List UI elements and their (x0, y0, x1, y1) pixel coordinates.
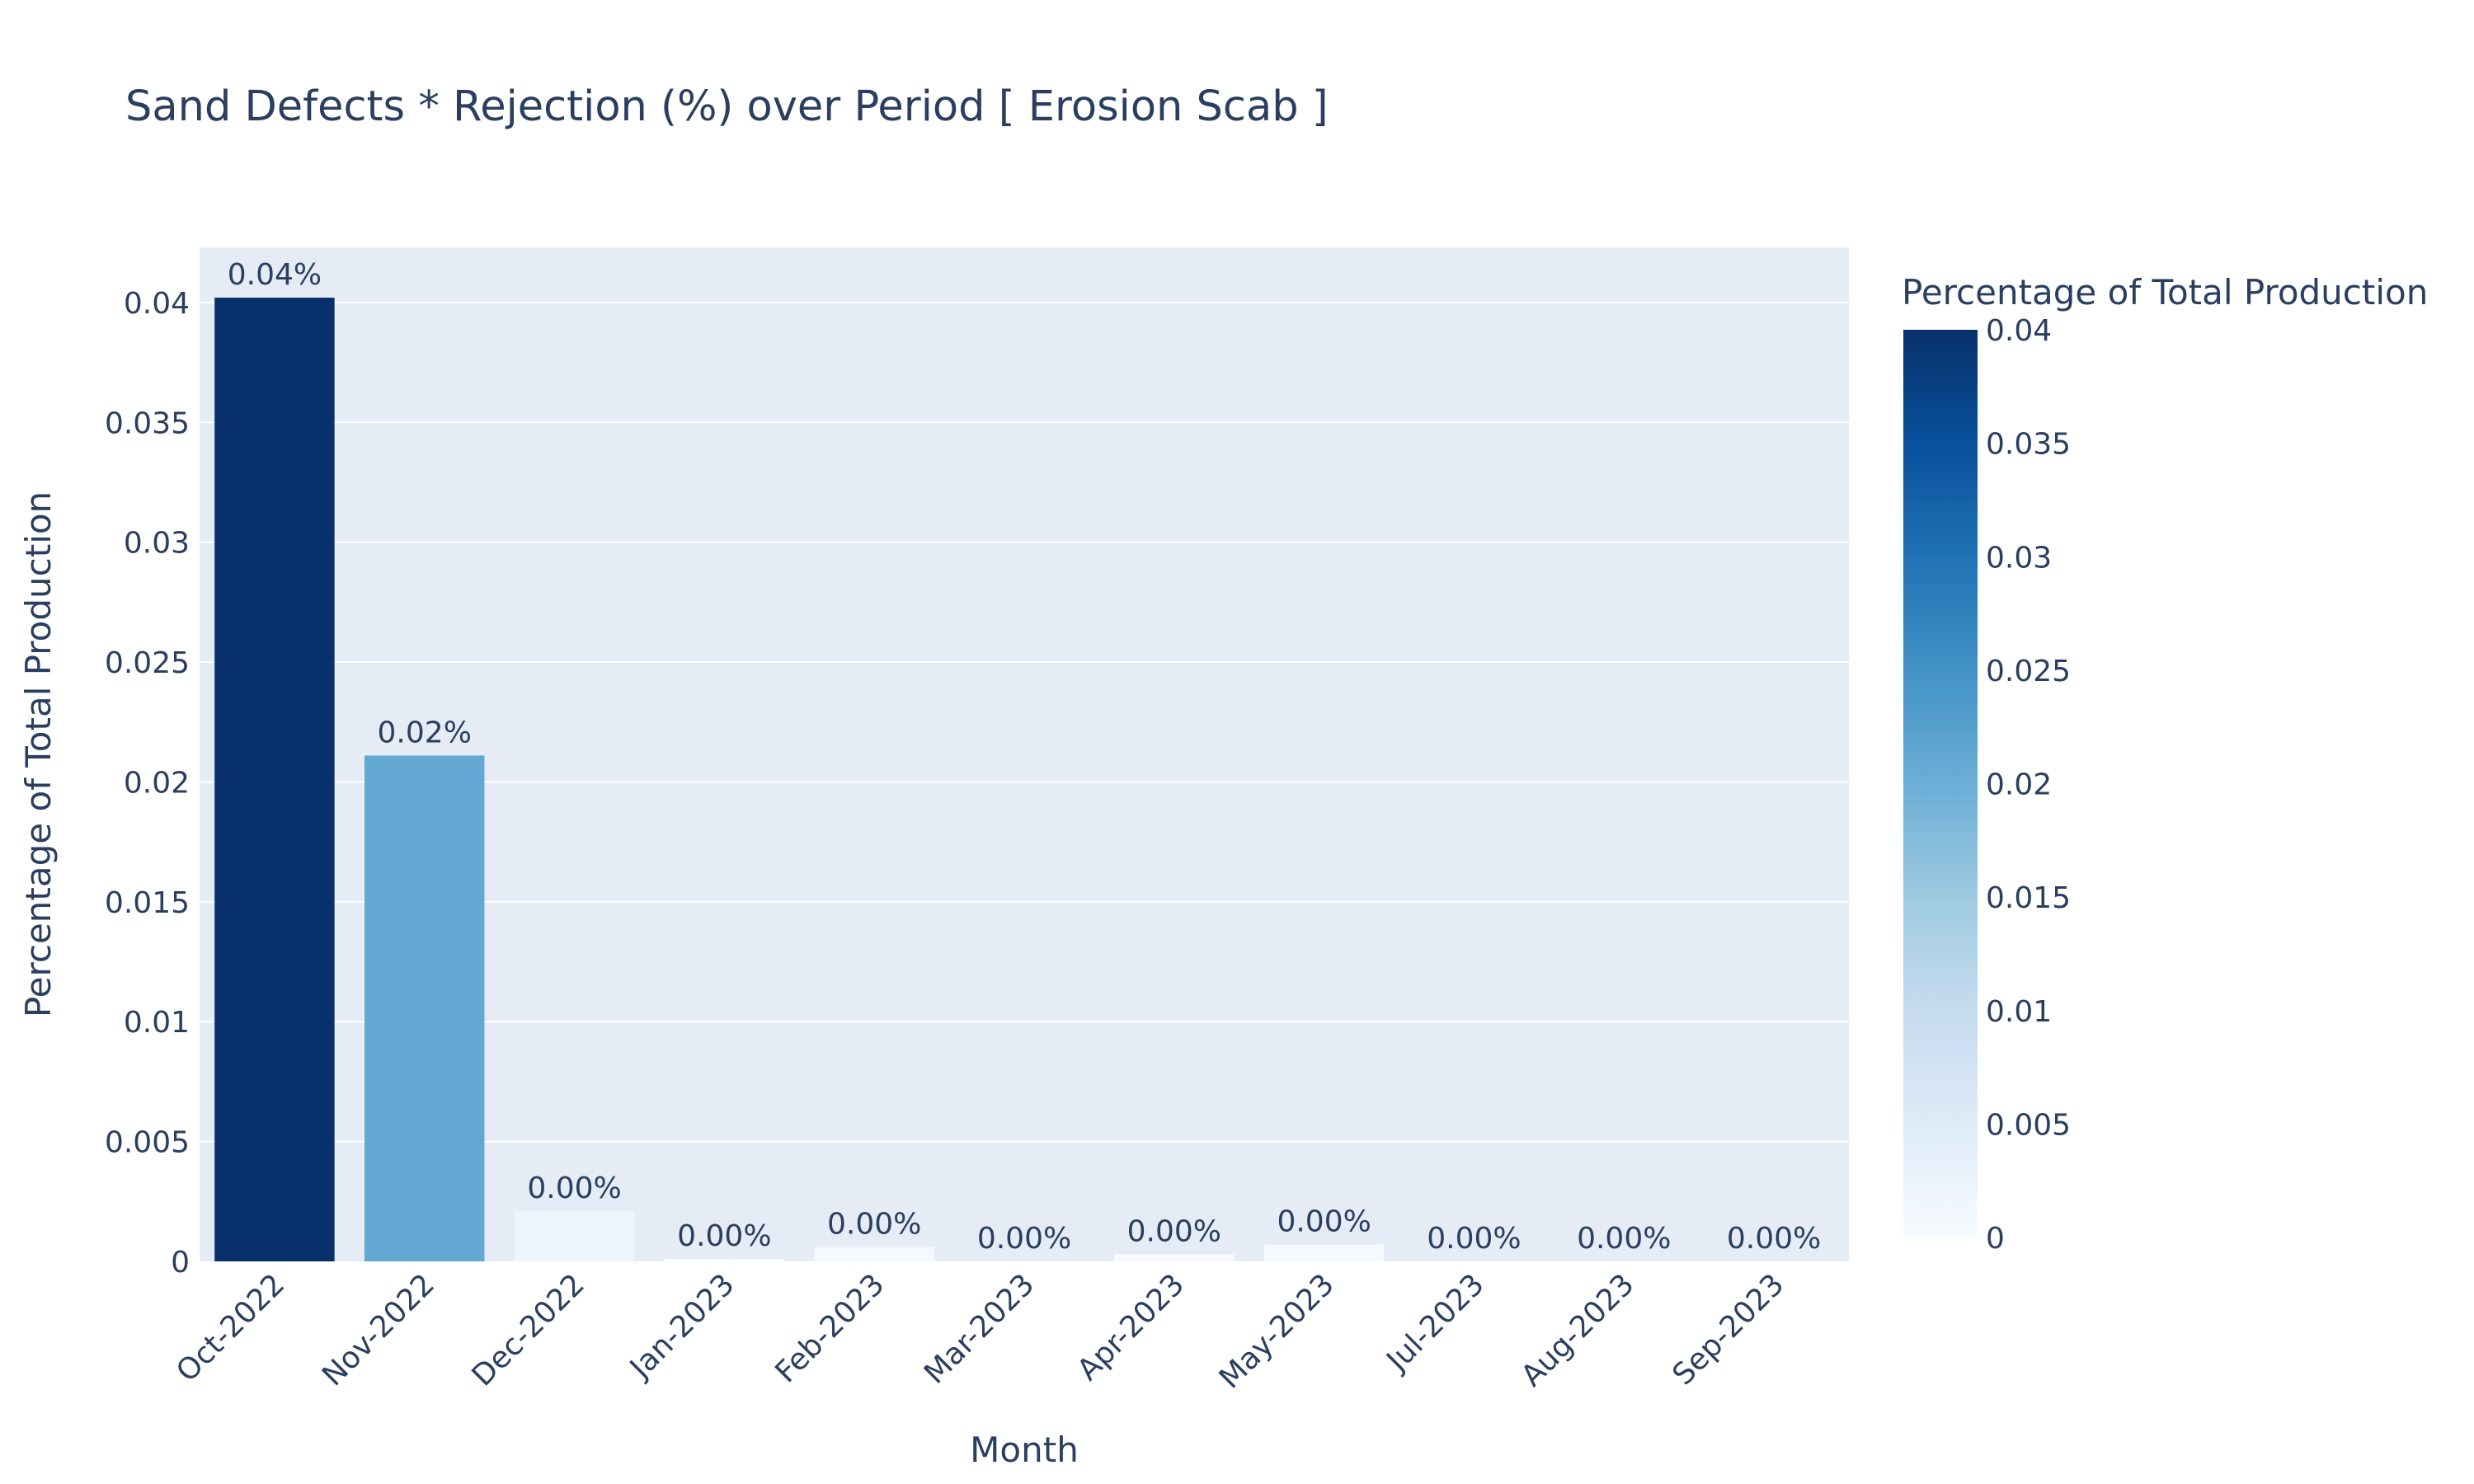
bar-data-label: 0.00% (977, 1222, 1071, 1256)
y-tick-label: 0.015 (105, 886, 190, 920)
bar-data-label: 0.00% (677, 1219, 771, 1253)
bar-data-labels: 0.04% 0.02% 0.00% 0.00% 0.00% 0.00% 0.00% 0.00%… (228, 258, 1822, 1256)
colorbar-title: Percentage of Total Production (1902, 272, 2429, 312)
colorbar-tick-label: 0.015 (1986, 881, 2071, 915)
x-tick-label: Nov-2022 (316, 1267, 441, 1392)
colorbar-tick-label: 0.025 (1986, 655, 2071, 688)
x-axis-ticks: Oct-2022 Nov-2022 Dec-2022 Jan-2023 Feb-2023… (170, 1267, 1790, 1395)
x-tick-label: Mar-2023 (918, 1267, 1041, 1390)
x-tick-label: Apr-2023 (1071, 1267, 1191, 1387)
y-tick-label: 0.02 (124, 766, 190, 800)
y-axis-ticks: 0 0.005 0.01 0.015 0.02 0.025 0.03 0.035 0.04 (105, 287, 190, 1280)
x-tick-label: Oct-2022 (170, 1267, 291, 1388)
colorbar-tick-label: 0.04 (1986, 314, 2052, 348)
bars (214, 298, 1385, 1261)
bar[interactable] (1114, 1254, 1235, 1261)
bar-data-label: 0.00% (527, 1172, 621, 1205)
bar-data-label: 0.02% (378, 716, 472, 749)
bar[interactable] (365, 755, 485, 1261)
bar-data-label: 0.00% (1427, 1222, 1521, 1256)
bar[interactable] (214, 298, 335, 1261)
colorbar-ticks: 0 0.005 0.01 0.015 0.02 0.025 0.03 0.035 0.04 (1986, 314, 2071, 1256)
bar[interactable] (814, 1247, 934, 1261)
x-tick-label: Jul-2023 (1380, 1267, 1491, 1378)
bar-data-label: 0.00% (1727, 1222, 1821, 1256)
colorbar-tick-label: 0.035 (1986, 428, 2071, 462)
y-tick-label: 0.04 (124, 287, 190, 321)
x-tick-label: Feb-2023 (769, 1267, 891, 1389)
y-tick-label: 0.01 (124, 1006, 190, 1040)
bar[interactable] (664, 1259, 785, 1261)
colorbar-tick-label: 0.01 (1986, 995, 2052, 1029)
bar-data-label: 0.00% (1577, 1222, 1671, 1256)
x-tick-label: May-2023 (1213, 1267, 1341, 1395)
y-tick-label: 0.005 (105, 1126, 190, 1160)
bar[interactable] (1263, 1244, 1385, 1261)
y-axis-title: Percentage of Total Production (18, 491, 59, 1017)
bar[interactable] (514, 1210, 635, 1261)
x-tick-label: Jan-2023 (623, 1267, 741, 1386)
chart-title: Sand Defects * Rejection (%) over Period… (125, 82, 1329, 131)
bar-data-label: 0.00% (1277, 1205, 1371, 1239)
x-tick-label: Aug-2023 (1515, 1267, 1641, 1393)
x-tick-label: Dec-2022 (466, 1267, 591, 1392)
colorbar-tick-label: 0.005 (1986, 1108, 2071, 1142)
colorbar-tick-label: 0 (1986, 1222, 2005, 1256)
colorbar-tick-label: 0.03 (1986, 541, 2052, 575)
x-axis-title: Month (970, 1430, 1079, 1470)
bar-data-label: 0.00% (1127, 1214, 1221, 1248)
bar-data-label: 0.04% (228, 258, 322, 292)
y-tick-label: 0 (171, 1246, 190, 1280)
y-tick-label: 0.025 (105, 646, 190, 680)
y-tick-label: 0.03 (124, 527, 190, 561)
y-tick-label: 0.035 (105, 406, 190, 440)
x-tick-label: Sep-2023 (1667, 1267, 1791, 1392)
colorbar (1903, 330, 1978, 1237)
bar-data-label: 0.00% (827, 1208, 921, 1242)
colorbar-tick-label: 0.02 (1986, 768, 2052, 802)
